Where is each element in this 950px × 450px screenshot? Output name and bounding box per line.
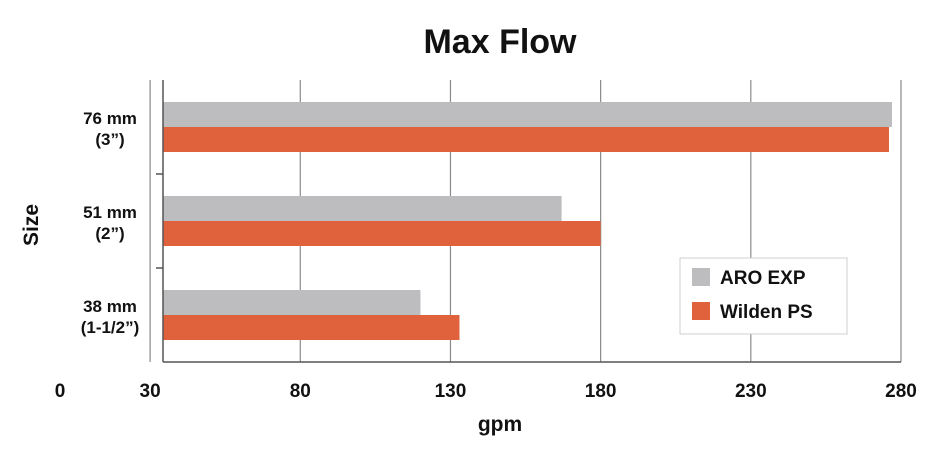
category-label-line1: 51 mm [83, 203, 137, 222]
legend-swatch [692, 302, 710, 320]
x-tick-label: 80 [290, 381, 311, 402]
x-tick-label: 280 [885, 381, 917, 402]
bar-wilden-ps [163, 221, 601, 246]
bar-aro-exp [163, 196, 562, 221]
legend-label: ARO EXP [720, 268, 806, 289]
legend-swatch [692, 268, 710, 286]
legend: ARO EXP Wilden PS [679, 257, 848, 335]
y-axis-label: Size [20, 204, 43, 246]
bar-wilden-ps [163, 315, 460, 340]
x-tick-labels: 0 30 80 130 180 230 280 [55, 381, 917, 402]
category-labels: 76 mm (3”) 51 mm (2”) 38 mm (1-1/2”) [81, 109, 140, 337]
category-label-line1: 38 mm [83, 297, 137, 316]
x-tick-label: 30 [140, 381, 161, 402]
x-tick-label: 180 [585, 381, 617, 402]
chart-title: Max Flow [423, 23, 577, 61]
x-tick-label: 0 [55, 381, 66, 402]
legend-label: Wilden PS [720, 302, 813, 323]
category-label-line2: (3”) [95, 130, 124, 149]
x-tick-label: 130 [435, 381, 467, 402]
category-label-line1: 76 mm [83, 109, 137, 128]
bar-aro-exp [163, 290, 421, 315]
x-tick-label: 230 [735, 381, 767, 402]
bar-wilden-ps [163, 127, 889, 152]
category-label-line2: (1-1/2”) [81, 318, 140, 337]
category-label-line2: (2”) [95, 224, 124, 243]
axes [156, 80, 901, 363]
x-axis-label: gpm [478, 413, 522, 436]
bar-aro-exp [163, 102, 892, 127]
bars [163, 102, 892, 340]
